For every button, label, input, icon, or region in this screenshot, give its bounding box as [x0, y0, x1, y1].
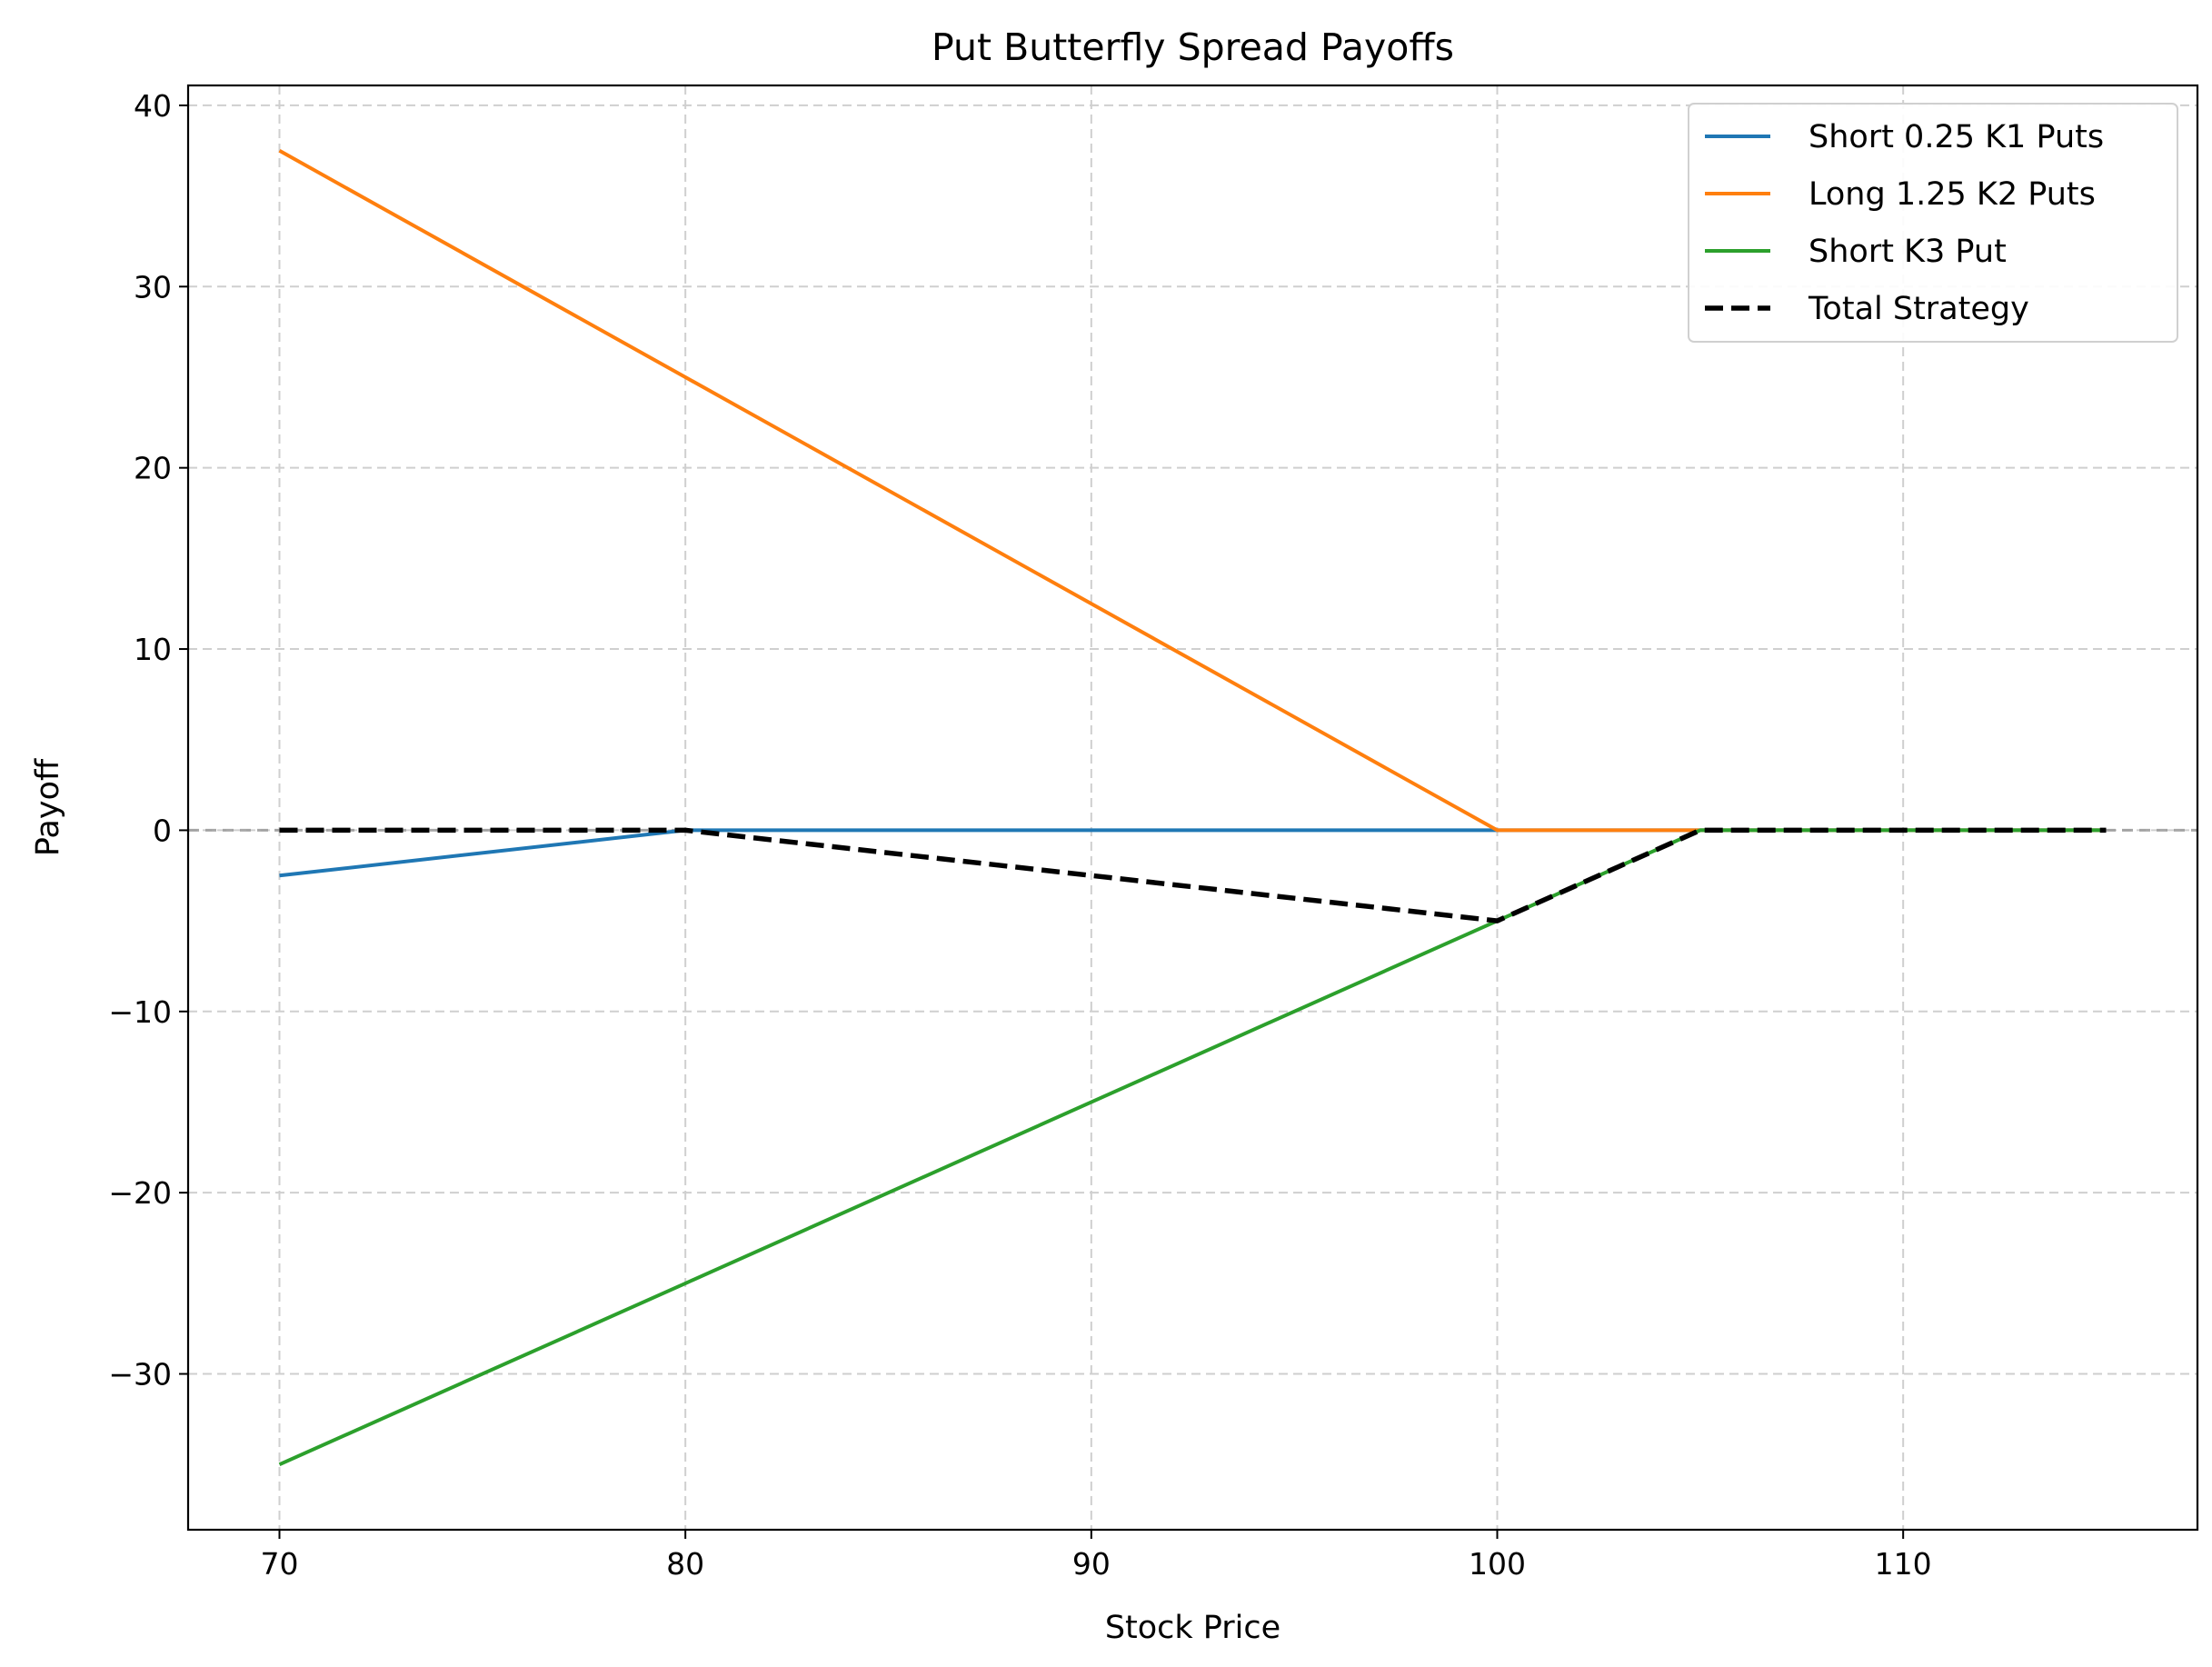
y-tick-label: 20 — [134, 451, 172, 486]
x-axis-title: Stock Price — [1105, 1610, 1280, 1646]
series-line-4 — [279, 827, 2107, 923]
chart-title: Put Butterfly Spread Payoffs — [932, 25, 1454, 69]
y-tick-label: 40 — [134, 88, 172, 124]
legend-label: Short K3 Put — [1808, 234, 2007, 270]
y-tick-label: 30 — [134, 269, 172, 304]
series-layer — [278, 149, 2107, 1467]
legend-label: Short 0.25 K1 Puts — [1808, 119, 2104, 155]
y-tick-label: −20 — [108, 1175, 172, 1211]
x-tick-label: 110 — [1875, 1546, 1932, 1582]
y-tick-label: 0 — [153, 813, 172, 848]
x-tick-label: 90 — [1072, 1546, 1111, 1582]
x-tick-label: 100 — [1469, 1546, 1526, 1582]
ticks: 70 80 90 100 110 −30 −20 −10 0 10 20 30 40 — [108, 88, 1931, 1582]
x-tick-label: 70 — [261, 1546, 299, 1582]
legend-box — [1688, 103, 2178, 343]
y-tick-label: −30 — [108, 1357, 172, 1392]
plot-frame — [186, 84, 2199, 1532]
x-tick-label: 80 — [666, 1546, 704, 1582]
y-tick-label: 10 — [134, 632, 172, 667]
legend: Short 0.25 K1 Puts Long 1.25 K2 Puts Short… — [1688, 103, 2178, 343]
legend-label: Total Strategy — [1808, 291, 2029, 327]
y-tick-label: −10 — [108, 994, 172, 1030]
legend-label: Long 1.25 K2 Puts — [1808, 176, 2096, 213]
y-axis-title: Payoff — [30, 758, 66, 856]
